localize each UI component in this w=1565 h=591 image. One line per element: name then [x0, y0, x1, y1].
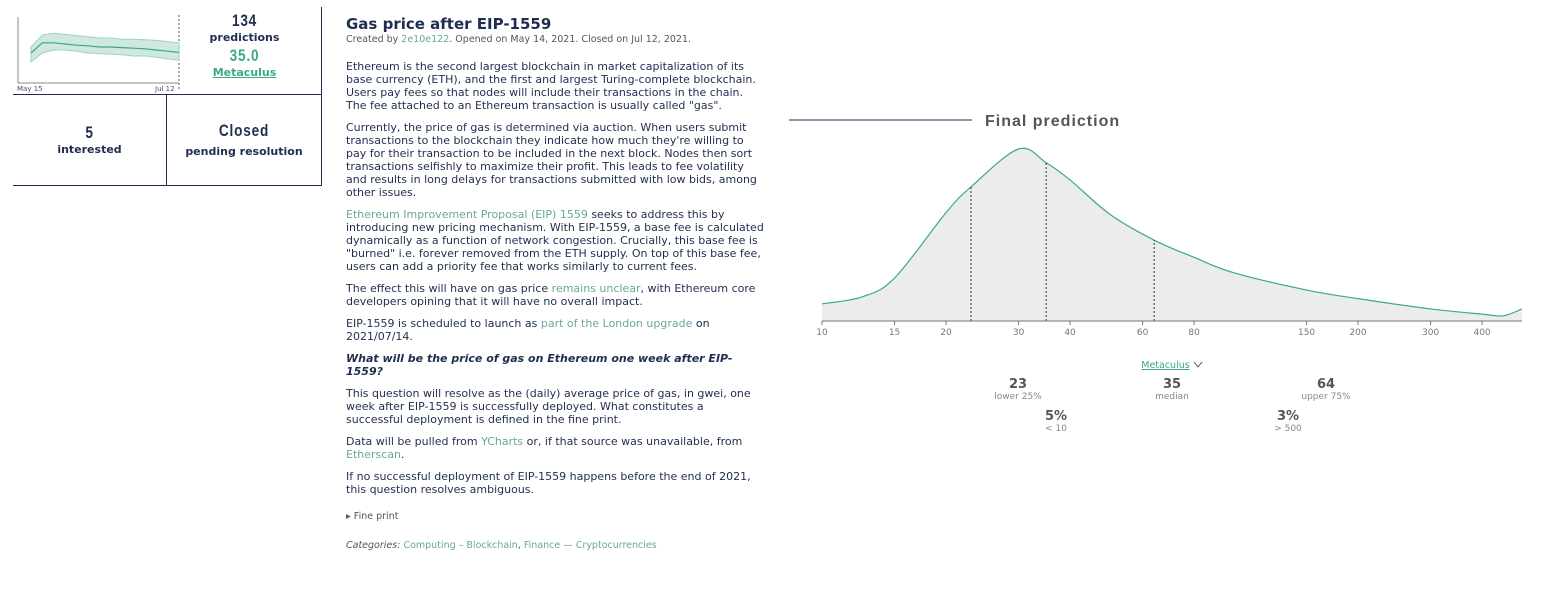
text: , with Ethereum core developers opining …: [346, 282, 756, 308]
link[interactable]: Etherscan: [346, 448, 402, 461]
stat: 64 upper 75%: [1276, 377, 1376, 402]
community-link[interactable]: Metaculus: [212, 66, 277, 79]
link[interactable]: YCharts: [481, 435, 524, 448]
article: Gas price after EIP-1559 Created by 2e10…: [346, 15, 764, 552]
separator: ,: [517, 540, 524, 551]
paragraph: What will be the price of gas on Ethereu…: [346, 352, 764, 378]
distribution-chart: Final prediction 10 15 20 30 40 60 80 150 200 300…: [789, 113, 1523, 338]
source-dropdown[interactable]: Metaculus: [1122, 360, 1222, 371]
x-tick-label: 15: [889, 328, 900, 338]
category-link[interactable]: Computing – Blockchain: [403, 540, 518, 551]
categories: Categories: Computing – Blockchain, Fina…: [346, 539, 764, 552]
link[interactable]: Ethereum Improvement Proposal (EIP) 1559: [346, 208, 588, 221]
text: seeks to address this by introducing new…: [346, 208, 764, 273]
text: .: [401, 448, 405, 461]
byline: Created by 2e10e122. Opened on May 14, 2…: [346, 33, 764, 46]
stat-value: 35: [1162, 377, 1182, 392]
stat-value: 64: [1316, 377, 1336, 392]
x-tick-label: 20: [940, 328, 952, 338]
paragraph: Ethereum Improvement Proposal (EIP) 1559…: [346, 208, 764, 273]
stat: 5% < 10: [1006, 409, 1106, 434]
divider: [166, 95, 167, 186]
x-tick-label: 400: [1473, 328, 1490, 338]
categories-label: Categories:: [346, 540, 401, 551]
stat-label: < 10: [1045, 424, 1067, 434]
divider: [13, 94, 322, 95]
x-label: Jul 12: [154, 85, 175, 93]
median-line: [30, 42, 180, 54]
stat-value: 5%: [1044, 409, 1068, 424]
density-area: [822, 148, 1522, 321]
category-link[interactable]: Finance — Cryptocurrencies: [523, 540, 657, 551]
source-link[interactable]: Metaculus: [1141, 360, 1190, 371]
stat-label: > 500: [1274, 424, 1302, 434]
paragraph: The effect this will have on gas price r…: [346, 282, 764, 308]
fine-print[interactable]: ▸ Fine print: [346, 511, 399, 522]
predictions-label: predictions: [209, 31, 280, 44]
paragraph: Currently, the price of gas is determine…: [346, 121, 764, 199]
x-tick-label: 200: [1349, 328, 1366, 338]
stat: 3% > 500: [1238, 409, 1338, 434]
predictions-count: 134: [231, 11, 258, 30]
x-tick-label: 40: [1064, 328, 1076, 338]
paragraph: Ethereum is the second largest blockchai…: [346, 60, 764, 112]
density-line: [821, 147, 1523, 317]
interested-cell: 5 interested: [13, 123, 166, 156]
x-tick-label: 60: [1137, 328, 1149, 338]
paragraph: If no successful deployment of EIP-1559 …: [346, 470, 764, 496]
text: The effect this will have on gas price: [346, 282, 552, 295]
text: or, if that source was unavailable, from: [523, 435, 743, 448]
text: Data will be pulled from: [346, 435, 482, 448]
paragraph: EIP-1559 is scheduled to launch as part …: [346, 317, 764, 343]
stat-value: 23: [1008, 377, 1028, 392]
text: Created by: [346, 34, 402, 45]
text: If no successful deployment of EIP-1559 …: [346, 470, 751, 496]
stat-label: lower 25%: [994, 392, 1042, 402]
chevron: [1193, 361, 1203, 368]
paragraph: This question will resolve as the (daily…: [346, 387, 764, 426]
stats-panel: May 15 Jul 12 134 predictions 35.0 Metacu…: [13, 7, 322, 186]
x-tick-label: 30: [1013, 328, 1025, 338]
text: on 2021/07/14.: [346, 317, 710, 343]
fine-print-label[interactable]: Fine print: [353, 511, 399, 522]
text: EIP-1559 is scheduled to launch as: [346, 317, 541, 330]
text: Ethereum is the second largest blockchai…: [346, 60, 756, 112]
paragraph: Data will be pulled from YCharts or, if …: [346, 435, 764, 461]
x-label: May 15: [17, 85, 43, 93]
status: Closed: [218, 121, 270, 140]
divider: [13, 185, 322, 186]
interested-label: interested: [57, 143, 122, 156]
link[interactable]: part of the London upgrade: [540, 317, 693, 330]
text: This question will resolve as the (daily…: [346, 387, 751, 426]
interested-count: 5: [85, 123, 94, 142]
question-body: Ethereum is the second largest blockchai…: [346, 60, 764, 496]
predictions-cell: 134 predictions 35.0 Metaculus: [168, 11, 321, 79]
x-tick-label: 10: [816, 328, 828, 338]
link[interactable]: 2e10e122: [401, 34, 450, 45]
x-tick-label: 300: [1422, 328, 1439, 338]
text: What will be the price of gas on Ethereu…: [346, 352, 733, 378]
x-tick-label: 150: [1298, 328, 1315, 338]
stat-label: median: [1155, 392, 1189, 402]
chart-title: Final prediction: [985, 113, 1120, 130]
stat: 23 lower 25%: [968, 377, 1068, 402]
status-cell: Closed pending resolution: [167, 121, 321, 158]
x-tick-label: 80: [1188, 328, 1200, 338]
text: Currently, the price of gas is determine…: [346, 121, 757, 199]
community-value: 35.0: [229, 46, 260, 65]
status-detail: pending resolution: [185, 145, 303, 158]
stat-label: upper 75%: [1301, 392, 1351, 402]
mini-chart: May 15 Jul 12: [17, 15, 180, 93]
link[interactable]: remains unclear: [551, 282, 641, 295]
stat-value: 3%: [1276, 409, 1300, 424]
divider: [321, 7, 322, 186]
text: . Opened on May 14, 2021. Closed on Jul …: [449, 34, 692, 45]
stat: 35 median: [1122, 377, 1222, 402]
question-title: Gas price after EIP-1559: [346, 15, 552, 33]
